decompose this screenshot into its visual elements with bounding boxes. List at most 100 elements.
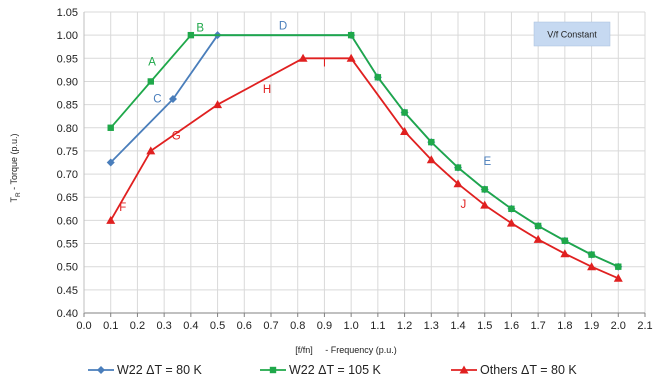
data-point [428, 138, 435, 146]
data-point [588, 251, 595, 258]
vf-constant-box-bg [533, 21, 611, 47]
data-point [453, 179, 463, 188]
x-tick-label: 2.1 [637, 320, 652, 332]
legend-swatch-marker [97, 366, 105, 374]
data-point [560, 249, 570, 258]
data-point [187, 31, 195, 39]
data-point [298, 53, 308, 62]
x-tick-label: 1.1 [370, 320, 385, 332]
data-point [147, 78, 154, 85]
data-point [168, 95, 177, 104]
data-point [426, 155, 436, 164]
legend-label: W22 ΔT = 80 K [117, 363, 203, 377]
annotation-d: D [279, 21, 287, 33]
annotation-g: G [172, 130, 181, 142]
y-tick-label: 0.40 [57, 308, 78, 320]
x-tick-label: 1.7 [530, 320, 545, 332]
annotation-c: C [153, 93, 161, 105]
data-point [481, 186, 488, 193]
x-tick-label: 1.8 [557, 320, 572, 332]
y-tick-label: 1.05 [57, 7, 78, 19]
axis-layer: 0.40 0.45 0.50 0.55 0.60 0.65 0.70 0.75 0.80 0.85… [57, 7, 653, 332]
legend-label: W22 ΔT = 105 K [289, 363, 382, 377]
legend-label: Others ΔT = 80 K [480, 363, 577, 377]
annotation-e: E [484, 156, 492, 168]
annotation-layer: A B C D E F G H I J [119, 21, 491, 215]
legend: W22 ΔT = 80 K W22 ΔT = 105 K Others ΔT = 8… [88, 363, 577, 377]
x-tick-label: 0.2 [130, 320, 145, 332]
data-point [534, 222, 542, 230]
series-line [109, 57, 619, 280]
x-tick-label: 1.4 [450, 320, 465, 332]
x-tick-label: 0.4 [183, 320, 198, 332]
y-tick-label: 0.55 [57, 239, 78, 251]
x-tick-label: 0.5 [210, 320, 225, 332]
data-point [587, 262, 597, 271]
data-point [400, 126, 410, 135]
data-point [533, 234, 543, 243]
x-tick-label: 1.3 [424, 320, 439, 332]
data-point [374, 74, 382, 81]
y-tick-label: 0.60 [57, 215, 78, 227]
data-point [508, 205, 515, 213]
y-tick-label: 0.70 [57, 169, 78, 181]
y-tick-label: 0.50 [57, 262, 78, 274]
y-axis-title: TR - Torque (p.u.) [9, 133, 22, 202]
x-tick-label: 1.2 [397, 320, 412, 332]
x-tick-label: 1.0 [343, 320, 358, 332]
y-tick-label: 0.90 [57, 76, 78, 88]
y-tick-label: 0.65 [57, 192, 78, 204]
x-tick-label: 0.8 [290, 320, 305, 332]
x-tick-label: 2.0 [611, 320, 626, 332]
data-point [146, 146, 156, 155]
x-tick-label: 1.6 [504, 320, 519, 332]
data-point [213, 100, 223, 109]
annotation-h: H [263, 84, 271, 96]
annotation-j: J [460, 199, 466, 211]
annotation-b: B [196, 22, 204, 34]
data-point [106, 158, 115, 167]
series-line [110, 34, 619, 268]
legend-swatch-marker [459, 365, 469, 374]
series-layer [106, 31, 623, 282]
annotation-f: F [119, 202, 126, 214]
data-point [401, 109, 408, 116]
data-point [613, 273, 623, 282]
vf-constant-box: V/f Constant [533, 21, 611, 47]
data-point [615, 263, 622, 270]
data-point [346, 53, 356, 62]
data-point [106, 215, 116, 224]
data-point [347, 31, 355, 39]
y-tick-label: 0.95 [57, 53, 78, 65]
series-w22-t-105-k [107, 31, 622, 270]
data-point [107, 124, 114, 131]
x-tick-label: 1.9 [584, 320, 599, 332]
x-tick-label: 0.9 [317, 320, 332, 332]
y-tick-label: 0.75 [57, 146, 78, 158]
data-point [506, 218, 516, 227]
y-axis-title-group: TR - Torque (p.u.) [9, 133, 22, 202]
data-point [561, 237, 569, 244]
y-tick-label: 0.45 [57, 285, 78, 297]
y-tick-label: 1.00 [57, 30, 78, 42]
y-tick-label: 0.85 [57, 100, 78, 112]
x-tick-label: 0.6 [237, 320, 252, 332]
x-tick-label: 0.7 [263, 320, 278, 332]
x-axis-title: [f/fn] - Frequency (p.u.) [295, 345, 397, 355]
data-point [480, 200, 490, 209]
legend-item-others-t-80-k: Others ΔT = 80 K [451, 363, 577, 377]
data-point [454, 164, 462, 171]
x-tick-label: 0.0 [76, 320, 91, 332]
legend-item-w22-t-80-k: W22 ΔT = 80 K [88, 363, 203, 377]
grid-layer [83, 11, 646, 314]
x-tick-label: 0.1 [103, 320, 118, 332]
annotation-i: I [323, 58, 326, 70]
x-tick-label: 0.3 [156, 320, 171, 332]
y-tick-label: 0.80 [57, 123, 78, 135]
vf-constant-label: V/f Constant [547, 30, 597, 40]
annotation-a: A [148, 56, 156, 68]
series-others-t-80-k [106, 53, 623, 282]
legend-swatch-marker [269, 366, 277, 374]
